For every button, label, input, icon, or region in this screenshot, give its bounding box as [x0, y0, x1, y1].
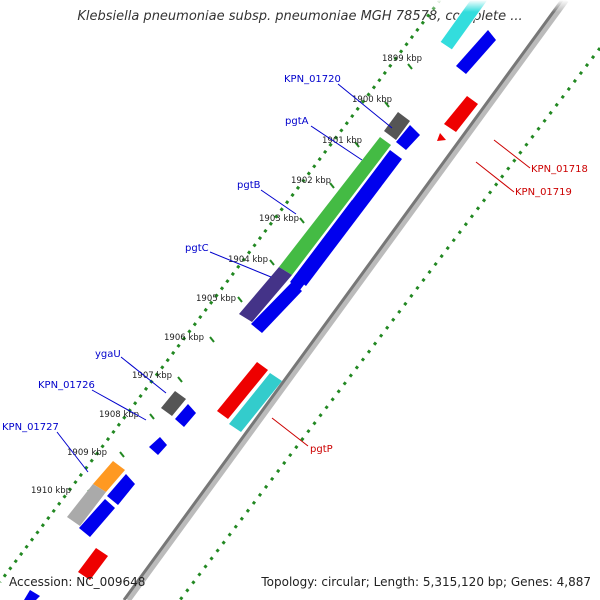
tick-label-1904: 1904 kbp	[228, 255, 268, 265]
tick-label-1899: 1899 kbp	[382, 54, 422, 64]
arrow-blue-lower[interactable]	[79, 499, 115, 537]
forward-features	[24, 0, 489, 600]
arrow-blue-top[interactable]	[456, 30, 496, 74]
connector-pgtp	[271, 417, 309, 447]
tick-label-1909: 1909 kbp	[67, 448, 107, 458]
map-title: Klebsiella pneumoniae subsp. pneumoniae …	[77, 9, 523, 24]
accession-text: Accession: NC_009648	[9, 575, 146, 589]
feature-kpn01719[interactable]	[437, 133, 446, 141]
tick-label-1901: 1901 kbp	[322, 136, 362, 146]
arrow-blue-ygau[interactable]	[175, 404, 196, 427]
tick-label-1908: 1908 kbp	[99, 410, 139, 420]
blue-arrows	[79, 30, 496, 537]
feature-cyan-top[interactable]	[439, 0, 489, 51]
top-fade	[420, 0, 600, 12]
arrow-blue-pgtc[interactable]	[251, 282, 302, 333]
tick-label-1910: 1910 kbp	[31, 486, 71, 496]
label-kpn01720[interactable]: KPN_01720	[284, 74, 341, 85]
tick-label-1900: 1900 kbp	[352, 95, 392, 105]
label-pgtp[interactable]: pgtP	[310, 444, 333, 455]
label-pgtb[interactable]: pgtB	[237, 180, 261, 191]
feature-kpn01720[interactable]	[384, 112, 410, 140]
label-pgta[interactable]: pgtA	[285, 116, 309, 127]
connector-kpn01720	[337, 83, 393, 129]
backbone-shadow	[125, 0, 569, 600]
feature-blue-bottom-left[interactable]	[24, 590, 40, 600]
label-kpn01718[interactable]: KPN_01718	[531, 164, 588, 175]
tick-label-1906: 1906 kbp	[164, 333, 204, 343]
feature-orange[interactable]	[93, 461, 125, 492]
tick-label-1905: 1905 kbp	[196, 294, 236, 304]
label-pgtc[interactable]: pgtC	[185, 243, 209, 254]
connector-pgtc	[209, 251, 272, 278]
feature-red-mid[interactable]	[217, 362, 268, 419]
label-kpn01719[interactable]: KPN_01719	[515, 187, 572, 198]
connector-pgta	[310, 125, 363, 161]
arrow-blue-pgta[interactable]	[396, 125, 420, 150]
connector-pgtb	[260, 189, 297, 215]
feature-pgtc-purple[interactable]	[239, 267, 292, 322]
arrow-blue-small[interactable]	[149, 437, 167, 455]
feature-pgtb-green[interactable]	[279, 137, 391, 275]
connector-kpn01726	[91, 389, 147, 421]
connector-ygau	[120, 356, 167, 394]
connector-kpn01727	[56, 431, 89, 473]
connector-kpn01718	[493, 139, 531, 169]
feature-ygau[interactable]	[161, 391, 186, 416]
arrow-blue-pgtb2[interactable]	[290, 200, 362, 290]
feature-gray-light[interactable]	[67, 484, 106, 526]
backbone	[122, 0, 564, 600]
label-kpn01726[interactable]: KPN_01726	[38, 380, 95, 391]
label-ygau[interactable]: ygaU	[95, 349, 121, 360]
tick-label-1907: 1907 kbp	[132, 371, 172, 381]
feature-kpn01718[interactable]	[444, 96, 478, 132]
feature-red-bottom[interactable]	[78, 548, 108, 580]
tick-label-1903: 1903 kbp	[259, 214, 299, 224]
arrow-blue-kpn01727[interactable]	[107, 474, 135, 505]
connector-kpn01719	[475, 161, 515, 193]
label-kpn01727[interactable]: KPN_01727	[2, 422, 59, 433]
reverse-features	[78, 96, 478, 580]
topology-text: Topology: circular; Length: 5,315,120 bp…	[261, 575, 591, 589]
tick-label-1902: 1902 kbp	[291, 176, 331, 186]
feature-pgtp[interactable]	[229, 373, 282, 432]
